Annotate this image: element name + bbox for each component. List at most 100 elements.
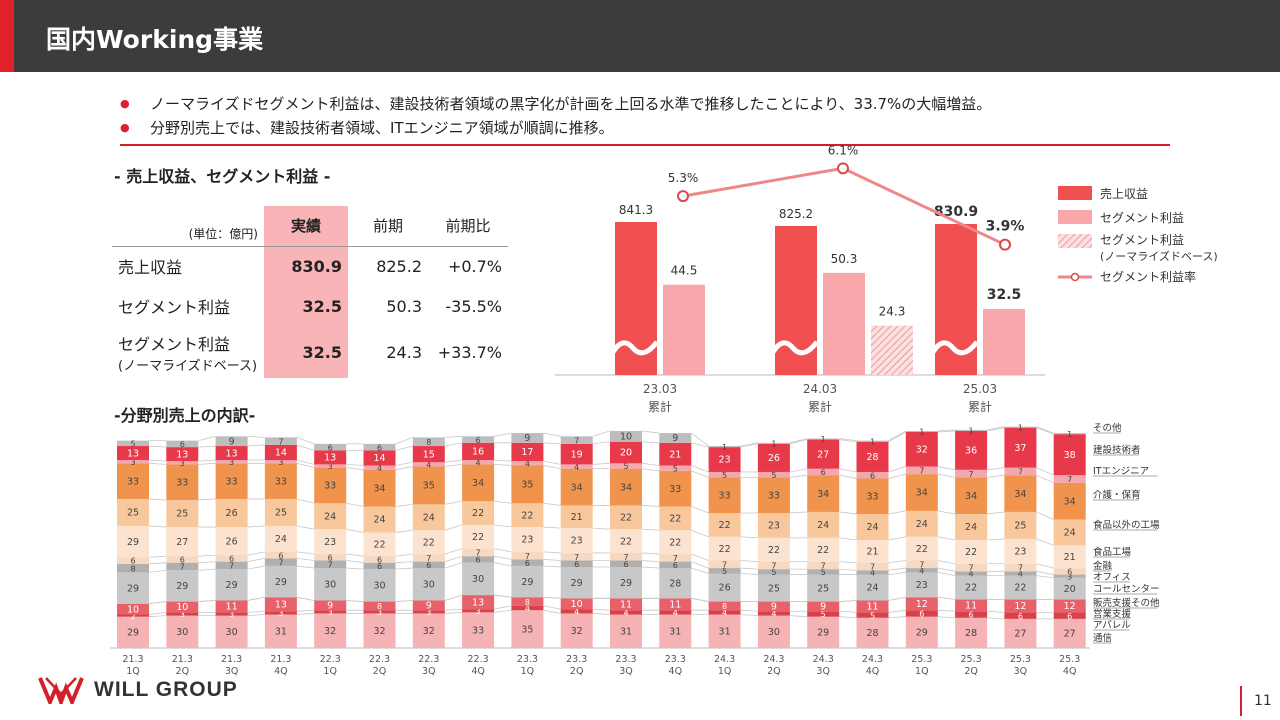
connector-line — [937, 466, 956, 471]
header-bar: 国内Working事業 — [0, 0, 1280, 72]
stacked-segment — [264, 614, 297, 648]
stacked-segment — [1053, 577, 1086, 600]
bullet-text: ノーマライズドセグメント利益は、建設技術者領域の黒字化が計画を上回る水準で推移し… — [150, 95, 992, 113]
segment-value-label: 13 — [226, 448, 238, 459]
connector-line — [395, 529, 413, 533]
stacked-segment — [264, 565, 297, 598]
connector-line — [247, 435, 265, 438]
connector-line — [543, 460, 561, 465]
segment-value-label: 8 — [377, 602, 382, 611]
segment-value-label: 12 — [1014, 601, 1026, 612]
segment-value-label: 34 — [373, 483, 385, 494]
segment-value-label: 1 — [1018, 423, 1023, 432]
segment-value-label: 3 — [180, 610, 185, 619]
stacked-segment — [1053, 612, 1086, 619]
stacked-segment — [412, 561, 445, 569]
segment-value-label: 21 — [866, 547, 878, 558]
x-tick-sublabel: 4Q — [274, 666, 288, 677]
segment-value-label: 3 — [278, 609, 283, 618]
kpi-header-row: (単位：億円) 実績 前期 前期比 — [112, 206, 508, 247]
connector-line — [494, 609, 512, 613]
stacked-segment — [166, 556, 199, 563]
stacked-segment — [511, 527, 544, 552]
stacked-segment — [807, 561, 840, 570]
segment-value-label: 4 — [476, 458, 481, 467]
segment-value-label: 13 — [127, 448, 139, 459]
connector-line — [296, 551, 315, 555]
stacked-segment — [412, 554, 445, 562]
stacked-segment — [166, 570, 199, 602]
connector-line — [691, 465, 709, 473]
stacked-segment — [807, 439, 840, 469]
stacked-segment — [1053, 599, 1086, 613]
company-logo: WILL GROUP — [38, 676, 238, 704]
segment-value-label: 21 — [669, 449, 681, 460]
x-tick-sublabel: 2Q — [964, 666, 978, 677]
connector-line — [592, 613, 611, 615]
stacked-segment — [215, 561, 248, 570]
segment-value-label: 7 — [278, 437, 283, 446]
stacked-segment — [314, 450, 347, 465]
segment-value-label: 3 — [229, 458, 234, 467]
stacked-segment — [856, 574, 889, 601]
segment-value-label: 25 — [127, 508, 139, 519]
connector-line — [296, 613, 315, 615]
connector-line — [888, 473, 906, 479]
connector-line — [444, 594, 463, 601]
stacked-segment — [856, 471, 889, 479]
stacked-segment — [708, 560, 741, 569]
stacked-segment — [264, 463, 297, 499]
segment-value-label: 22 — [521, 510, 533, 521]
connector-line — [148, 562, 167, 565]
connector-line — [346, 528, 364, 533]
stacked-segment — [511, 551, 544, 560]
segment-value-label: 22 — [472, 532, 484, 543]
segment-value-label: 6 — [328, 553, 333, 562]
stacked-segment — [314, 560, 347, 569]
connector-line — [740, 609, 758, 612]
stacked-segment — [560, 464, 593, 469]
stacked-segment — [610, 614, 642, 648]
connector-line — [740, 442, 758, 447]
margin-point — [677, 190, 689, 203]
stacked-segment — [511, 465, 544, 504]
connector-line — [641, 505, 660, 507]
stacked-segment — [757, 537, 790, 562]
row-actual: 32.5 — [264, 286, 348, 326]
segment-value-label: 1 — [1067, 430, 1072, 439]
stacked-segment — [1004, 599, 1037, 613]
connector-line — [148, 462, 167, 465]
legend-sublabel: (ノーマライズドベース) — [1100, 249, 1218, 263]
connector-line — [789, 439, 808, 445]
profit-bar — [983, 309, 1025, 375]
stacked-segment — [807, 438, 840, 440]
stacked-segment — [363, 569, 396, 602]
segment-value-label: 10 — [176, 602, 188, 613]
x-tick-label: 24.3 — [763, 654, 784, 665]
segment-value-label: 13 — [176, 449, 188, 460]
segment-value-label: 1 — [722, 443, 727, 452]
segment-value-label: 30 — [768, 627, 780, 638]
x-tick-sublabel: 1Q — [323, 666, 337, 677]
connector-line — [346, 567, 364, 570]
x-tick-sublabel: 2Q — [176, 666, 190, 677]
legend-label: 建設技術者 — [1093, 444, 1141, 456]
segment-value-label: 29 — [275, 577, 287, 588]
segment-value-label: 32 — [571, 626, 583, 637]
stacked-segment — [412, 613, 445, 648]
x-tick-sublabel: 累計 — [968, 399, 992, 414]
stacked-segment — [807, 611, 840, 617]
connector-line — [395, 466, 413, 471]
row-yoy: +0.7% — [447, 256, 502, 276]
connector-line — [494, 464, 512, 466]
segment-value-label: 2 — [130, 612, 135, 621]
stacked-segment — [659, 442, 692, 466]
stacked-segment — [560, 567, 593, 599]
connector-line — [987, 426, 1005, 431]
connector-line — [395, 437, 413, 445]
stacked-segment — [117, 563, 149, 573]
stacked-segment — [708, 477, 741, 513]
stacked-segment — [659, 506, 692, 531]
connector-line — [592, 441, 611, 445]
connector-line — [937, 560, 956, 565]
